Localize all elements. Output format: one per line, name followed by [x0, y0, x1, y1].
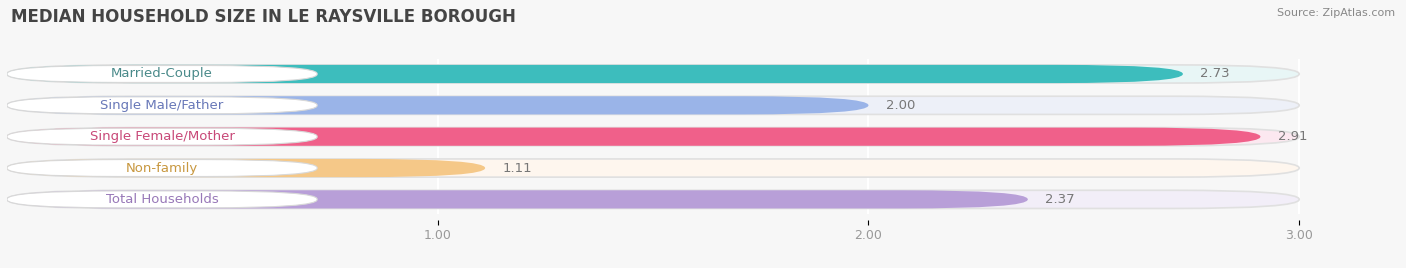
- Text: MEDIAN HOUSEHOLD SIZE IN LE RAYSVILLE BOROUGH: MEDIAN HOUSEHOLD SIZE IN LE RAYSVILLE BO…: [11, 8, 516, 26]
- FancyBboxPatch shape: [7, 65, 318, 83]
- Text: Single Female/Mother: Single Female/Mother: [90, 130, 235, 143]
- FancyBboxPatch shape: [7, 190, 1299, 209]
- Text: Non-family: Non-family: [127, 162, 198, 174]
- FancyBboxPatch shape: [7, 96, 869, 114]
- Text: 2.91: 2.91: [1278, 130, 1308, 143]
- Text: 2.73: 2.73: [1201, 68, 1230, 80]
- Text: 2.37: 2.37: [1045, 193, 1074, 206]
- FancyBboxPatch shape: [7, 191, 318, 208]
- Text: Total Households: Total Households: [105, 193, 218, 206]
- FancyBboxPatch shape: [7, 96, 1299, 114]
- FancyBboxPatch shape: [7, 128, 318, 145]
- FancyBboxPatch shape: [7, 65, 1182, 83]
- FancyBboxPatch shape: [7, 128, 1299, 146]
- Text: 1.11: 1.11: [502, 162, 531, 174]
- FancyBboxPatch shape: [7, 159, 485, 177]
- FancyBboxPatch shape: [7, 190, 1028, 209]
- Text: Source: ZipAtlas.com: Source: ZipAtlas.com: [1277, 8, 1395, 18]
- Text: Married-Couple: Married-Couple: [111, 68, 214, 80]
- FancyBboxPatch shape: [7, 97, 318, 114]
- Text: Single Male/Father: Single Male/Father: [100, 99, 224, 112]
- FancyBboxPatch shape: [7, 159, 318, 177]
- FancyBboxPatch shape: [7, 65, 1299, 83]
- FancyBboxPatch shape: [7, 159, 1299, 177]
- Text: 2.00: 2.00: [886, 99, 915, 112]
- FancyBboxPatch shape: [7, 128, 1260, 146]
